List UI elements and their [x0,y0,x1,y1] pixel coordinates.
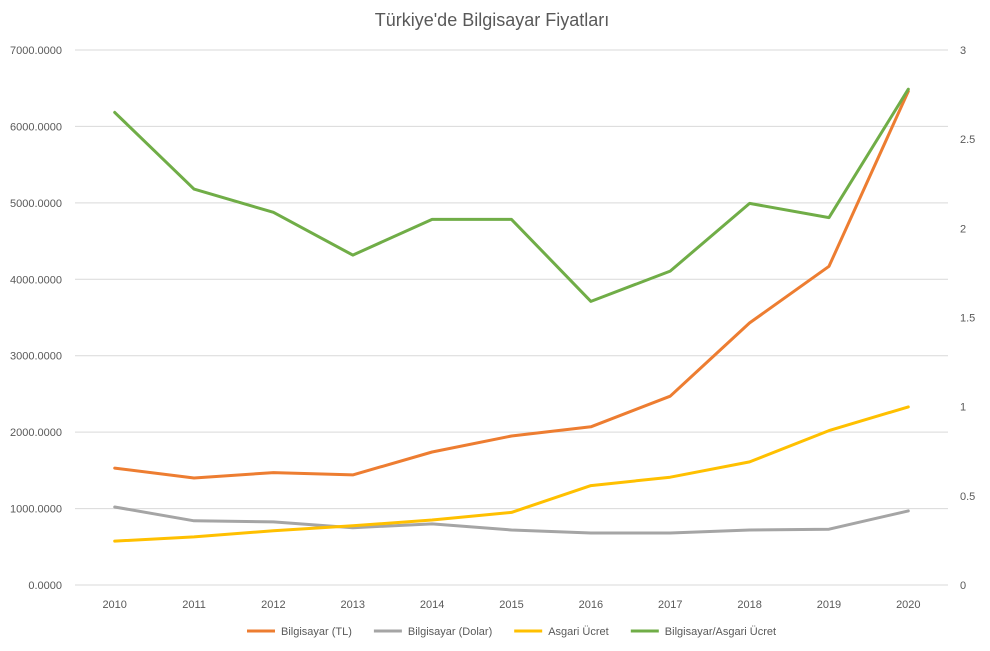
legend-item: Bilgisayar/Asgari Ücret [630,626,776,638]
x-tick-label: 2017 [658,599,682,611]
x-tick-label: 2012 [261,599,285,611]
legend-label: Asgari Ücret [548,626,609,638]
right-y-tick-label: 2.5 [960,134,975,146]
gridlines [75,49,948,586]
x-axis: 2010 2011 2012 2013 2014 2015 2016 2017 2018 2019… [102,599,920,611]
series-line-4 [113,87,910,303]
chart-title: Türkiye'de Bilgisayar Fiyatları [375,10,610,30]
right-y-tick-label: 3 [960,45,966,57]
right-y-tick-label: 1 [960,402,966,414]
series-line-3 [113,405,910,543]
x-tick-label: 2016 [579,599,603,611]
left-y-tick-label: 1000.0000 [10,504,62,516]
series-line-1 [113,89,910,480]
left-y-tick-label: 3000.0000 [10,351,62,363]
x-tick-label: 2014 [420,599,444,611]
left-y-tick-label: 2000.0000 [10,427,62,439]
right-y-tick-label: 2 [960,223,966,235]
legend-item: Asgari Ücret [514,626,609,638]
left-y-tick-label: 7000.0000 [10,45,62,57]
right-y-tick-label: 0.5 [960,491,975,503]
legend-label: Bilgisayar/Asgari Ücret [665,626,776,638]
x-tick-label: 2018 [737,599,761,611]
right-y-tick-label: 1.5 [960,313,975,325]
x-tick-label: 2010 [102,599,126,611]
legend: Bilgisayar (TL) Bilgisayar (Dolar) Asgari … [247,626,776,638]
x-tick-label: 2013 [341,599,365,611]
left-y-tick-label: 6000.0000 [10,121,62,133]
legend-label: Bilgisayar (TL) [281,626,352,638]
series-lines [113,87,910,543]
right-y-tick-label: 0 [960,580,966,592]
left-y-tick-label: 4000.0000 [10,274,62,286]
x-tick-label: 2019 [817,599,841,611]
x-tick-label: 2011 [182,599,206,611]
left-y-axis: 0.0000 1000.0000 2000.0000 3000.0000 4000.00… [10,45,62,592]
x-tick-label: 2015 [499,599,523,611]
left-y-tick-label: 5000.0000 [10,198,62,210]
series-line-2 [113,505,910,535]
x-tick-label: 2020 [896,599,920,611]
right-y-axis: 0 0.5 1 1.5 2 2.5 3 [960,45,975,592]
legend-item: Bilgisayar (TL) [247,626,352,638]
legend-label: Bilgisayar (Dolar) [408,626,492,638]
left-y-tick-label: 0.0000 [28,580,62,592]
legend-item: Bilgisayar (Dolar) [373,626,492,638]
